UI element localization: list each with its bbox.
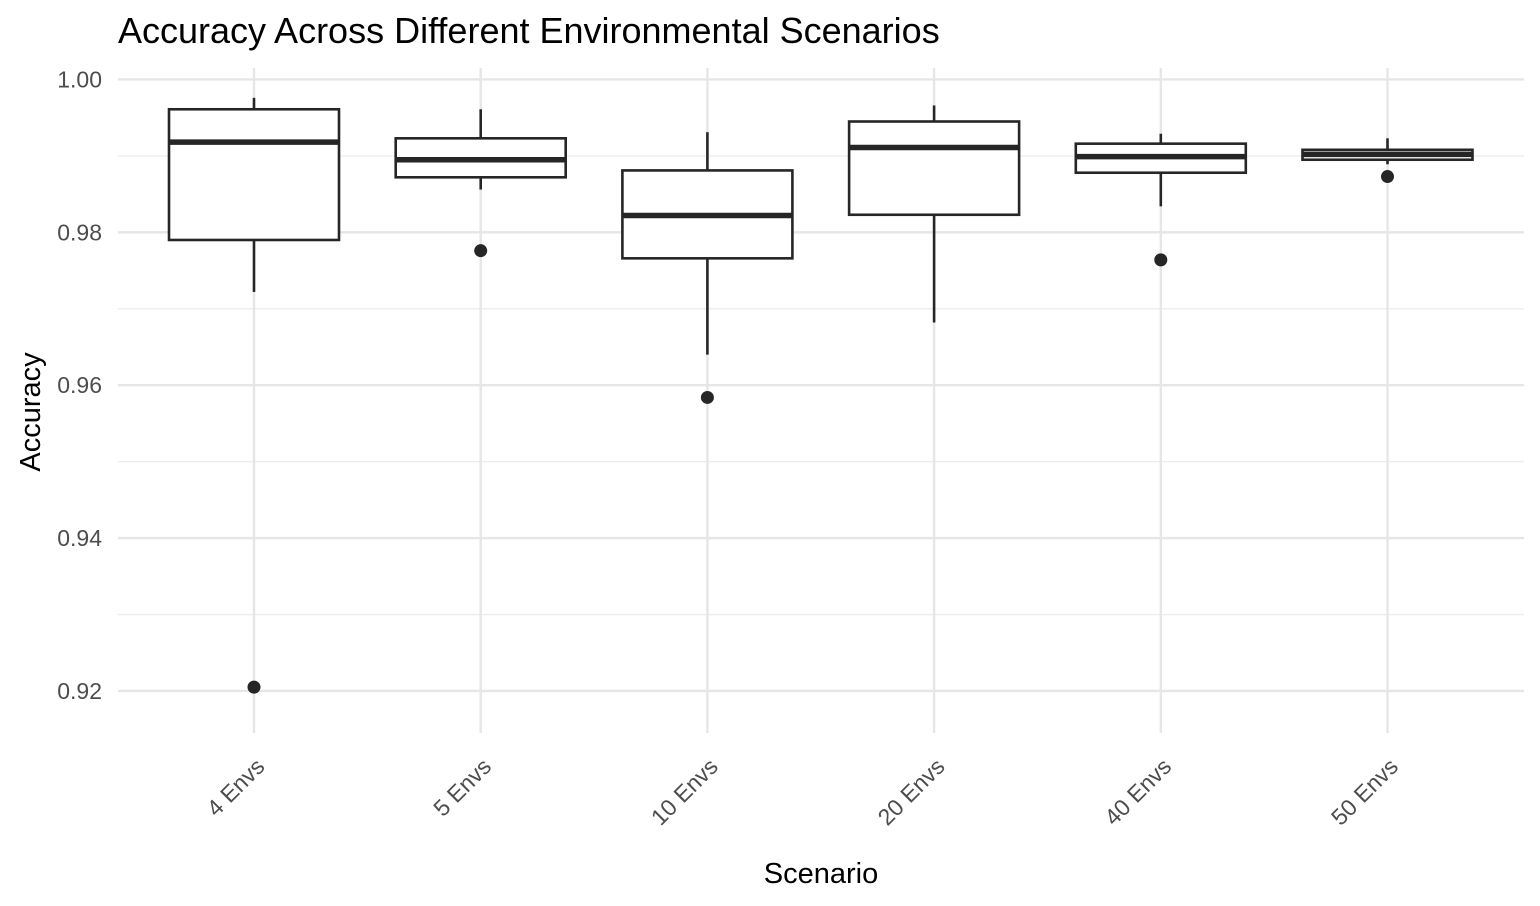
box-iqr — [847, 120, 1021, 217]
x-tick-label: 4 Envs — [201, 753, 269, 821]
box-group — [1074, 133, 1248, 267]
y-tick-label: 0.98 — [57, 219, 102, 245]
box-group — [1301, 138, 1474, 184]
outlier-point — [1381, 170, 1394, 184]
y-axis-title: Accuracy — [15, 352, 47, 472]
box-layer — [167, 97, 1474, 694]
box-iqr — [167, 107, 341, 242]
x-axis-title: Scenario — [764, 858, 878, 890]
outlier-point — [700, 390, 714, 404]
x-tick-label: 20 Envs — [872, 753, 949, 830]
y-tick-label: 0.94 — [57, 525, 102, 551]
outlier-point — [247, 680, 261, 694]
x-tick-label: 40 Envs — [1099, 753, 1176, 830]
box-group — [621, 132, 794, 404]
outlier-point — [474, 244, 488, 258]
y-tick-label: 0.92 — [57, 678, 102, 704]
box-group — [167, 97, 341, 694]
chart-title: Accuracy Across Different Environmental … — [118, 10, 940, 51]
x-tick-label: 50 Envs — [1326, 753, 1403, 830]
x-tick-label: 5 Envs — [428, 753, 496, 821]
y-tick-label: 1.00 — [57, 66, 102, 92]
box-group — [394, 109, 568, 258]
box-group — [847, 105, 1021, 323]
outlier-point — [1154, 253, 1168, 267]
y-tick-label: 0.96 — [57, 372, 102, 398]
x-tick-label: 10 Envs — [646, 753, 723, 830]
